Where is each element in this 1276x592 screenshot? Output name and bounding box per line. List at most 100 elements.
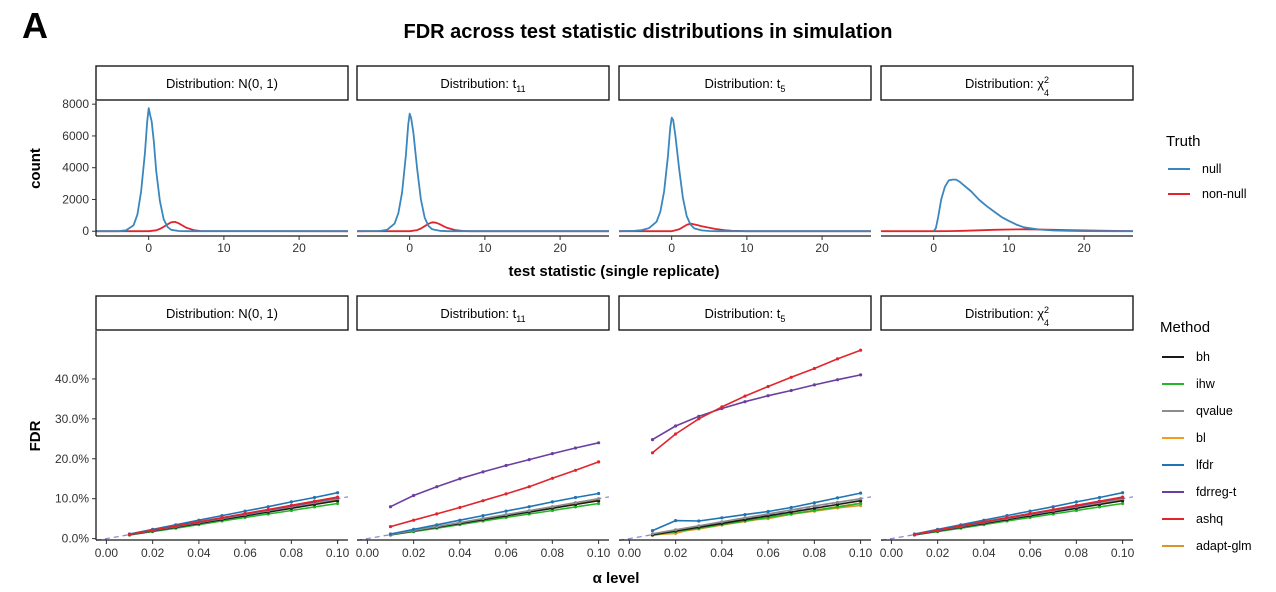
facet-superscript: 2 (1044, 75, 1049, 85)
legend-label: null (1202, 162, 1221, 176)
y-axis-title: FDR (27, 420, 44, 451)
facet-prefix: Distribution: (965, 306, 1037, 321)
facet-strip (356, 295, 610, 331)
x-tick-label: 0 (406, 241, 413, 255)
fdr-point (1028, 511, 1032, 516)
x-tick-label: 0 (930, 241, 937, 255)
fdr-point (859, 501, 863, 506)
y-tick-label: 6000 (62, 129, 89, 143)
fdr-point (573, 446, 578, 450)
fdr-point (720, 516, 724, 520)
fdr-point (835, 496, 840, 500)
legend-label: fdrreg-t (1196, 485, 1237, 499)
fdr-line (652, 492, 861, 532)
fdr-point (573, 468, 578, 472)
fdr-panel: Distribution: N(0, 1) 0.00 0.02 0.04 0.06 0.0… (55, 295, 350, 560)
fdr-point (458, 505, 462, 510)
fdr-point (674, 528, 678, 532)
fdr-point (766, 384, 770, 389)
fdr-line (652, 497, 861, 535)
fdr-point (388, 525, 393, 529)
x-axis-title: α level (593, 570, 640, 587)
x-axis-title: test statistic (single replicate) (509, 263, 720, 280)
facet-subscript: 11 (516, 314, 525, 324)
fdr-point (743, 400, 747, 404)
fdr-point (481, 514, 485, 518)
fdr-point (412, 527, 416, 532)
series-lfdr (388, 491, 601, 536)
fdr-point (720, 405, 724, 409)
fdr-point (481, 470, 485, 474)
fdr-point (289, 503, 293, 507)
fdr-point (151, 528, 155, 532)
facet-subscript: 5 (780, 84, 785, 94)
x-tick-label: 0.00 (880, 546, 904, 560)
y-tick-label: 0 (82, 224, 89, 238)
fdr-point (982, 520, 986, 524)
fdr-point (527, 505, 531, 509)
x-tick-label: 0.04 (448, 546, 472, 560)
fdr-point (289, 500, 293, 504)
series-ihw (912, 501, 1125, 537)
method-legend: Method bh ihw qvalue bl lfdr fdrreg-t ashq adapt… (1160, 319, 1252, 553)
fdr-point (435, 523, 439, 527)
fdr-point (650, 529, 655, 533)
legend-label: lfdr (1196, 458, 1213, 472)
legend-label: ashq (1196, 512, 1223, 526)
series-fdrreg-t (388, 441, 601, 509)
fdr-point (859, 373, 863, 377)
facet-label: Distribution: χ2 4 (965, 75, 1049, 98)
x-tick-label: 0.10 (326, 546, 350, 560)
facet-name: χ (1037, 306, 1044, 321)
facet-prefix: Distribution: (440, 76, 512, 91)
density-line-non-null (96, 220, 349, 233)
fdr-point (336, 491, 340, 495)
fdr-point (1097, 505, 1102, 509)
fdr-point (812, 506, 817, 510)
fdr-point (789, 375, 793, 379)
fdr-point (812, 508, 817, 513)
fdr-point (1028, 509, 1032, 513)
fdr-point (674, 424, 678, 428)
x-tick-label: 0.10 (587, 546, 611, 560)
fdr-point (412, 518, 416, 522)
series-ihw (127, 501, 340, 537)
count-panel: Distribution: t5 0 10 20 (618, 65, 872, 255)
fdr-point (289, 508, 293, 513)
x-tick-label: 0.10 (849, 546, 873, 560)
facet-name: t (777, 306, 781, 321)
fdr-line (390, 497, 599, 536)
fdr-line (129, 496, 338, 536)
x-tick-label: 0.08 (803, 546, 827, 560)
fdr-point (720, 520, 724, 524)
facet-subscript: 5 (780, 314, 785, 324)
fdr-point (743, 394, 747, 398)
fdr-point (312, 499, 317, 503)
fdr-point (1005, 516, 1009, 520)
facet-strip (618, 295, 872, 331)
count-panels: Distribution: N(0, 1)0 10 2002000400060008… (27, 65, 1134, 280)
facet-label: Distribution: χ2 4 (965, 305, 1049, 328)
fdr-point (859, 348, 863, 352)
series-ashq (912, 495, 1125, 537)
facet-label: Distribution: N(0, 1) (166, 76, 278, 91)
x-tick-label: 0.04 (187, 546, 211, 560)
series-lfdr (650, 491, 863, 533)
facet-prefix: Distribution: (166, 76, 238, 91)
fdr-point (789, 388, 793, 393)
fdr-point (174, 524, 178, 528)
x-tick-label: 0.08 (1065, 546, 1089, 560)
facet-prefix: Distribution: (166, 306, 238, 321)
fdr-point (388, 505, 393, 509)
x-tick-label: 0.04 (972, 546, 996, 560)
facet-prefix: Distribution: (705, 76, 777, 91)
x-tick-label: 0.06 (233, 546, 257, 560)
facet-label: Distribution: t11 (440, 76, 525, 94)
x-tick-label: 0.06 (494, 546, 518, 560)
facet-name: t (513, 76, 517, 91)
x-tick-label: 20 (1077, 241, 1091, 255)
facet-name: N(0, 1) (238, 306, 278, 321)
y-tick-label: 30.0% (55, 412, 89, 426)
